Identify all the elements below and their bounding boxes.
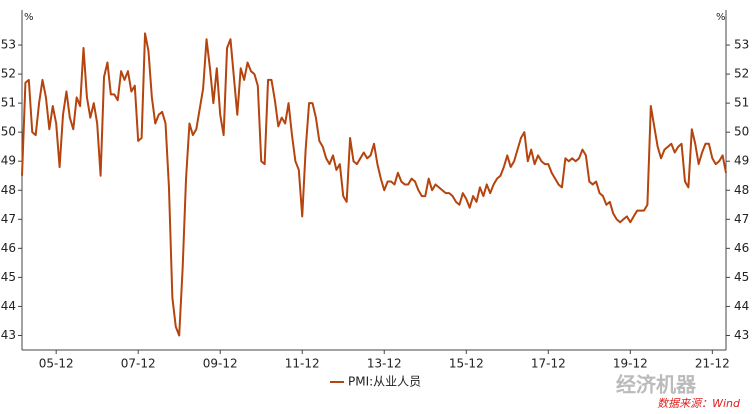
y-tick-label-left: 47 <box>1 212 16 226</box>
y-tick-label-left: 45 <box>1 270 16 284</box>
y-tick-label-right: 50 <box>734 125 749 139</box>
y-tick-label-right: 44 <box>734 299 749 313</box>
source-note: 数据来源：Wind <box>657 397 741 410</box>
y-tick-label-right: 47 <box>734 212 749 226</box>
series-line <box>21 32 727 337</box>
watermark: 经济机器 <box>616 373 697 397</box>
x-tick-label: 19-12 <box>613 357 648 371</box>
x-tick-label: 21-12 <box>695 357 730 371</box>
y-tick-label-right: 51 <box>734 96 749 110</box>
y-tick-label-right: 48 <box>734 183 749 197</box>
x-tick-label: 07-12 <box>121 357 156 371</box>
x-tick-label: 05-12 <box>39 357 74 371</box>
y-tick-label-left: 43 <box>1 328 16 342</box>
y-tick-label-right: 43 <box>734 328 749 342</box>
y-tick-label-left: 51 <box>1 96 16 110</box>
legend-label: PMI:从业人员 <box>348 375 421 389</box>
y-tick-label-right: 53 <box>734 38 749 52</box>
x-tick-label: 11-12 <box>285 357 320 371</box>
y-unit-left: % <box>24 12 34 23</box>
x-tick-label: 13-12 <box>367 357 402 371</box>
y-tick-label-right: 52 <box>734 67 749 81</box>
y-tick-label-left: 48 <box>1 183 16 197</box>
y-tick-label-left: 49 <box>1 154 16 168</box>
y-tick-label-left: 46 <box>1 241 16 255</box>
y-tick-label-left: 52 <box>1 67 16 81</box>
x-tick-label: 15-12 <box>449 357 484 371</box>
y-tick-label-left: 44 <box>1 299 16 313</box>
y-unit-right: % <box>716 12 726 23</box>
y-tick-label-right: 46 <box>734 241 749 255</box>
y-tick-label-right: 49 <box>734 154 749 168</box>
y-tick-label-left: 53 <box>1 38 16 52</box>
x-tick-label: 17-12 <box>531 357 566 371</box>
y-tick-label-left: 50 <box>1 125 16 139</box>
x-tick-label: 09-12 <box>203 357 238 371</box>
y-tick-label-right: 45 <box>734 270 749 284</box>
